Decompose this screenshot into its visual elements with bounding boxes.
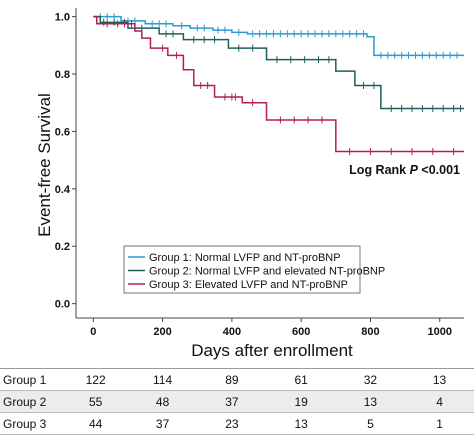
risk-count-cell: 55 [63,390,128,413]
km-survival-chart: 0 200 400 600 800 1000 0.0 0.2 0.4 0.6 0.8 1.0 Even… [35,8,464,360]
risk-group-label: Group 3 [3,416,47,431]
legend-label-group-1: Group 1: Normal LVFP and NT-proBNP [149,252,341,264]
risk-count-cell: 23 [225,416,239,431]
risk-count-cell: 13 [432,372,447,387]
risk-count-cell: 19 [266,390,336,413]
survival-curve-group-1 [93,15,464,57]
risk-count-cell: 89 [225,372,239,387]
risk-count-cell: 44 [88,416,103,431]
y-tick-label: 0.2 [55,241,70,253]
risk-count-cell: 13 [294,416,308,431]
risk-table-row: Group 1 122 114 89 61 32 13 [0,368,474,391]
survival-curve-group-3 [93,15,464,153]
risk-count-cell: 37 [155,416,170,431]
risk-table-row: Group 3 44 37 23 13 5 1 [0,413,474,435]
y-axis-title: Event-free Survival [35,93,54,237]
risk-count-cell: 32 [363,372,378,387]
risk-count-cell: 1 [436,416,443,431]
risk-count-cell: 114 [153,372,173,387]
risk-table-row: Group 2 55 48 37 19 13 4 [0,390,474,413]
risk-table: Group 1 122 114 89 61 32 13 Group 2 55 48 37 19 13 4 G… [0,368,474,435]
risk-count-cell: 48 [127,390,198,413]
risk-count-cell: 122 [85,372,106,387]
legend-box [123,245,361,294]
y-tick-label: 0.8 [55,69,70,81]
x-tick-label: 1000 [428,326,452,338]
risk-count-cell: 4 [405,390,474,413]
risk-count-cell: 13 [335,390,406,413]
legend-label-group-2: Group 2: Normal LVFP and elevated NT-pro… [149,266,385,278]
y-tick-label: 0.4 [55,184,71,196]
x-tick-label: 0 [90,326,96,338]
y-tick-label: 0.0 [55,299,70,311]
x-tick-label: 600 [292,326,310,338]
x-tick-label: 200 [153,326,171,338]
risk-group-label: Group 1 [3,372,47,387]
risk-count-cell: 37 [197,390,267,413]
survival-curve-group-2 [93,15,464,110]
x-tick-label: 400 [223,326,241,338]
log-rank-annotation: Log Rank P <0.001 [349,163,460,177]
risk-count-cell: 61 [294,372,308,387]
risk-count-cell: 5 [367,416,374,431]
legend: Group 1: Normal LVFP and NT-proBNP Group … [123,245,385,294]
legend-label-group-3: Group 3: Elevated LVFP and NT-proBNP [149,279,348,291]
x-axis-title: Days after enrollment [191,341,353,360]
risk-group-label: Group 2 [0,390,64,413]
y-tick-label: 0.6 [55,126,70,138]
x-tick-label: 800 [361,326,379,338]
y-tick-label: 1.0 [55,12,70,24]
